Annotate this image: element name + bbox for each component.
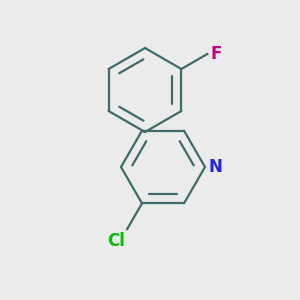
Text: F: F	[210, 45, 222, 63]
Text: Cl: Cl	[107, 232, 125, 250]
Text: N: N	[209, 158, 223, 176]
